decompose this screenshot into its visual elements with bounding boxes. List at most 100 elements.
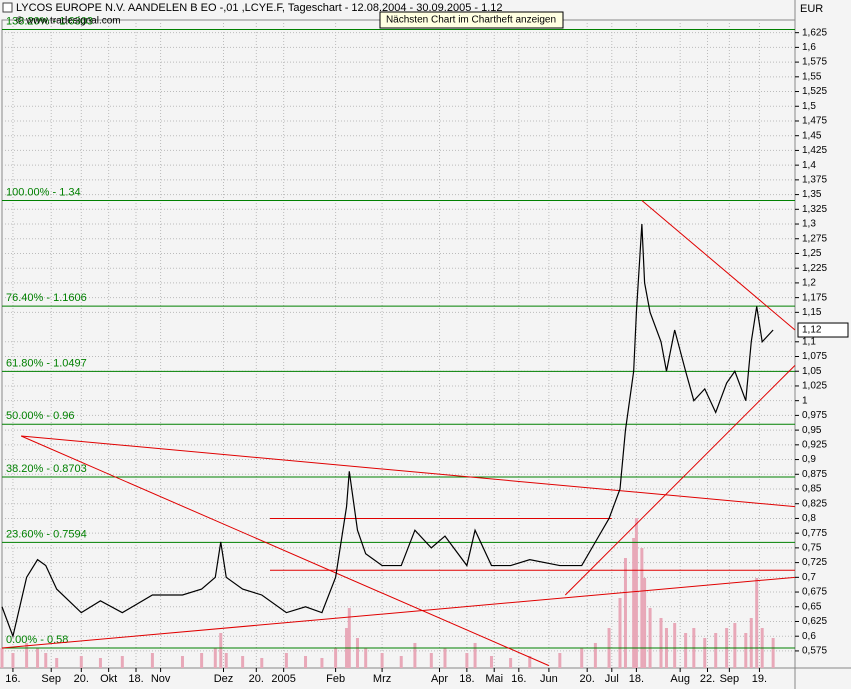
y-tick-label: 1,55	[802, 71, 822, 82]
volume-bar	[98, 658, 102, 668]
volume-bar	[558, 653, 562, 668]
last-price-box	[797, 322, 849, 338]
y-tick-label: 1,525	[802, 86, 827, 97]
volume-bar	[673, 623, 677, 668]
volume-bar	[771, 638, 775, 668]
chart-title: LYCOS EUROPE N.V. AANDELEN B EO -,01 ,LC…	[16, 2, 503, 14]
volume-bar	[659, 618, 663, 668]
y-tick-label: 1,05	[802, 366, 822, 377]
fib-label: 61.80% - 1.0497	[6, 357, 87, 369]
y-tick-label: 1,625	[802, 27, 827, 38]
y-tick-label: 1,4	[802, 160, 816, 171]
y-tick-label: 1,175	[802, 292, 827, 303]
y-tick-label: 0,625	[802, 616, 827, 627]
volume-bar	[443, 648, 447, 668]
y-tick-label: 0,875	[802, 469, 827, 480]
trend-line	[1, 576, 796, 649]
y-tick-label: 0,65	[802, 601, 822, 612]
y-tick-label: 0,9	[802, 454, 816, 465]
volume-bar	[413, 643, 417, 668]
x-tick-label: Sep	[41, 673, 61, 685]
volume-bar	[733, 623, 737, 668]
icon	[2, 2, 13, 13]
volume-bar	[528, 656, 532, 668]
x-tick-label: 18.	[629, 673, 644, 685]
volume-bar	[355, 638, 359, 668]
volume-bar	[11, 653, 15, 668]
y-tick-label: 1,15	[802, 307, 822, 318]
volume-bar	[0, 648, 4, 668]
fib-label: 23.60% - 0.7594	[6, 528, 87, 540]
x-tick-label: Feb	[326, 673, 345, 685]
volume-bar	[284, 653, 288, 668]
fib-label: 50.00% - 0.96	[6, 410, 75, 422]
volume-bar	[399, 656, 403, 668]
volume-bar	[304, 656, 308, 668]
y-tick-label: 1,325	[802, 204, 827, 215]
y-tick-label: 1,45	[802, 130, 822, 141]
y-tick-label: 0,825	[802, 498, 827, 509]
price-line	[1, 223, 774, 639]
x-tick-label: Sep	[720, 673, 740, 685]
volume-bar	[703, 638, 707, 668]
x-tick-label: Mai	[485, 673, 503, 685]
plot-area	[1, 19, 796, 669]
x-tick-label: 18.	[459, 673, 474, 685]
y-tick-label: 0,8	[802, 513, 816, 524]
trend-line	[641, 200, 796, 331]
volume-bar	[79, 656, 83, 668]
volume-bar	[150, 653, 154, 668]
y-tick-label: 0,725	[802, 557, 827, 568]
y-tick-label: 1,425	[802, 145, 827, 156]
volume-bar	[640, 548, 644, 668]
y-tick-label: 0,85	[802, 484, 822, 495]
volume-bar	[36, 648, 40, 668]
volume-bar	[473, 643, 477, 668]
x-tick-label: Apr	[431, 673, 448, 685]
y-tick-label: 1,25	[802, 248, 822, 259]
volume-bar	[44, 653, 48, 668]
x-tick-label: Jun	[540, 673, 558, 685]
volume-bar	[714, 633, 718, 668]
volume-bar	[120, 656, 124, 668]
x-tick-label: 20.	[580, 673, 595, 685]
volume-bar	[347, 608, 351, 668]
x-tick-label: Nov	[151, 673, 171, 685]
x-tick-label: 22.	[700, 673, 715, 685]
trend-line	[20, 435, 550, 667]
y-tick-label: 1,5	[802, 101, 816, 112]
y-tick-label: 1,275	[802, 233, 827, 244]
volume-bar	[755, 578, 759, 668]
volume-bar	[429, 653, 433, 668]
y-axis-label: EUR	[800, 3, 823, 15]
volume-bar	[643, 578, 647, 668]
y-tick-label: 1,475	[802, 116, 827, 127]
volume-bar	[634, 518, 638, 668]
volume-bar	[623, 558, 627, 668]
volume-bar	[25, 643, 29, 668]
x-tick-label: 16.	[511, 673, 526, 685]
y-tick-label: 1,2	[802, 278, 816, 289]
y-tick-label: 0,675	[802, 587, 827, 598]
x-tick-label: 18.	[128, 673, 143, 685]
x-tick-label: Dez	[214, 673, 234, 685]
y-tick-label: 1,375	[802, 175, 827, 186]
volume-bar	[380, 653, 384, 668]
tooltip-box[interactable]	[379, 11, 564, 29]
tooltip[interactable]: Nächsten Chart im Chartheft anzeigen	[386, 15, 556, 26]
y-tick-label: 1,575	[802, 57, 827, 68]
y-tick-label: 1,225	[802, 263, 827, 274]
volume-bar	[364, 648, 368, 668]
x-tick-label: Aug	[670, 673, 690, 685]
volume-bar	[509, 658, 513, 668]
y-tick-label: 0,75	[802, 543, 822, 554]
volume-bar	[744, 633, 748, 668]
x-tick-label: 2005	[271, 673, 295, 685]
volume-bar	[648, 608, 652, 668]
volume-bar	[334, 648, 338, 668]
volume-bar	[580, 648, 584, 668]
y-tick-label: 0,7	[802, 572, 816, 583]
fib-label: 76.40% - 1.1606	[6, 292, 87, 304]
volume-bar	[224, 653, 228, 668]
last-price-label: 1,12	[802, 325, 822, 336]
